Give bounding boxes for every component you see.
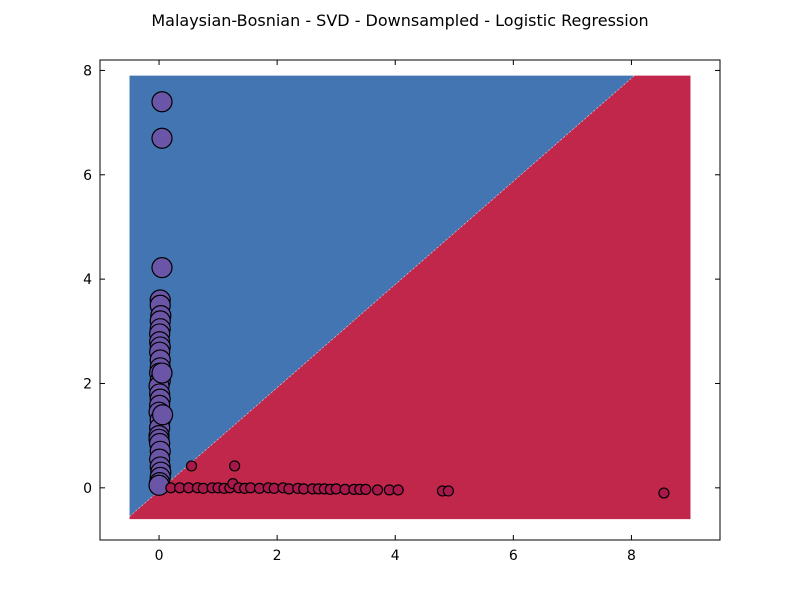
plot-area xyxy=(129,75,691,520)
axis-ticks: 0 2 4 6 8 0 2 4 6 8 xyxy=(83,60,720,564)
y-tick-label: 8 xyxy=(83,63,92,79)
data-point-series0-0 xyxy=(151,91,173,113)
data-point-series0-34 xyxy=(151,404,174,426)
x-tick-label: 6 xyxy=(509,548,518,564)
x-tick-label: 0 xyxy=(155,548,164,564)
x-tick-label: 4 xyxy=(391,548,400,564)
data-point-series1-30 xyxy=(360,483,372,495)
axes-frame xyxy=(99,59,721,541)
chart-title: Malaysian-Bosnian - SVD - Downsampled - … xyxy=(151,11,648,30)
data-point-series1-1 xyxy=(229,460,241,472)
x-tick-label: 2 xyxy=(273,548,282,564)
data-point-series0-33 xyxy=(151,362,173,384)
y-tick-label: 0 xyxy=(83,481,92,497)
data-point-series1-33 xyxy=(392,484,404,496)
data-point-series0-1 xyxy=(151,127,173,149)
y-tick-label: 6 xyxy=(83,168,92,184)
data-point-series0-2 xyxy=(151,257,173,279)
data-point-series1-31 xyxy=(371,484,384,496)
y-tick-label: 4 xyxy=(83,272,92,288)
x-tick-label: 8 xyxy=(627,548,636,564)
data-point-series1-36 xyxy=(658,487,670,499)
y-tick-label: 2 xyxy=(83,376,92,392)
data-point-series1-0 xyxy=(185,460,198,472)
data-points xyxy=(148,91,670,499)
data-point-series1-35 xyxy=(442,485,454,497)
class-region-lower xyxy=(129,75,691,520)
